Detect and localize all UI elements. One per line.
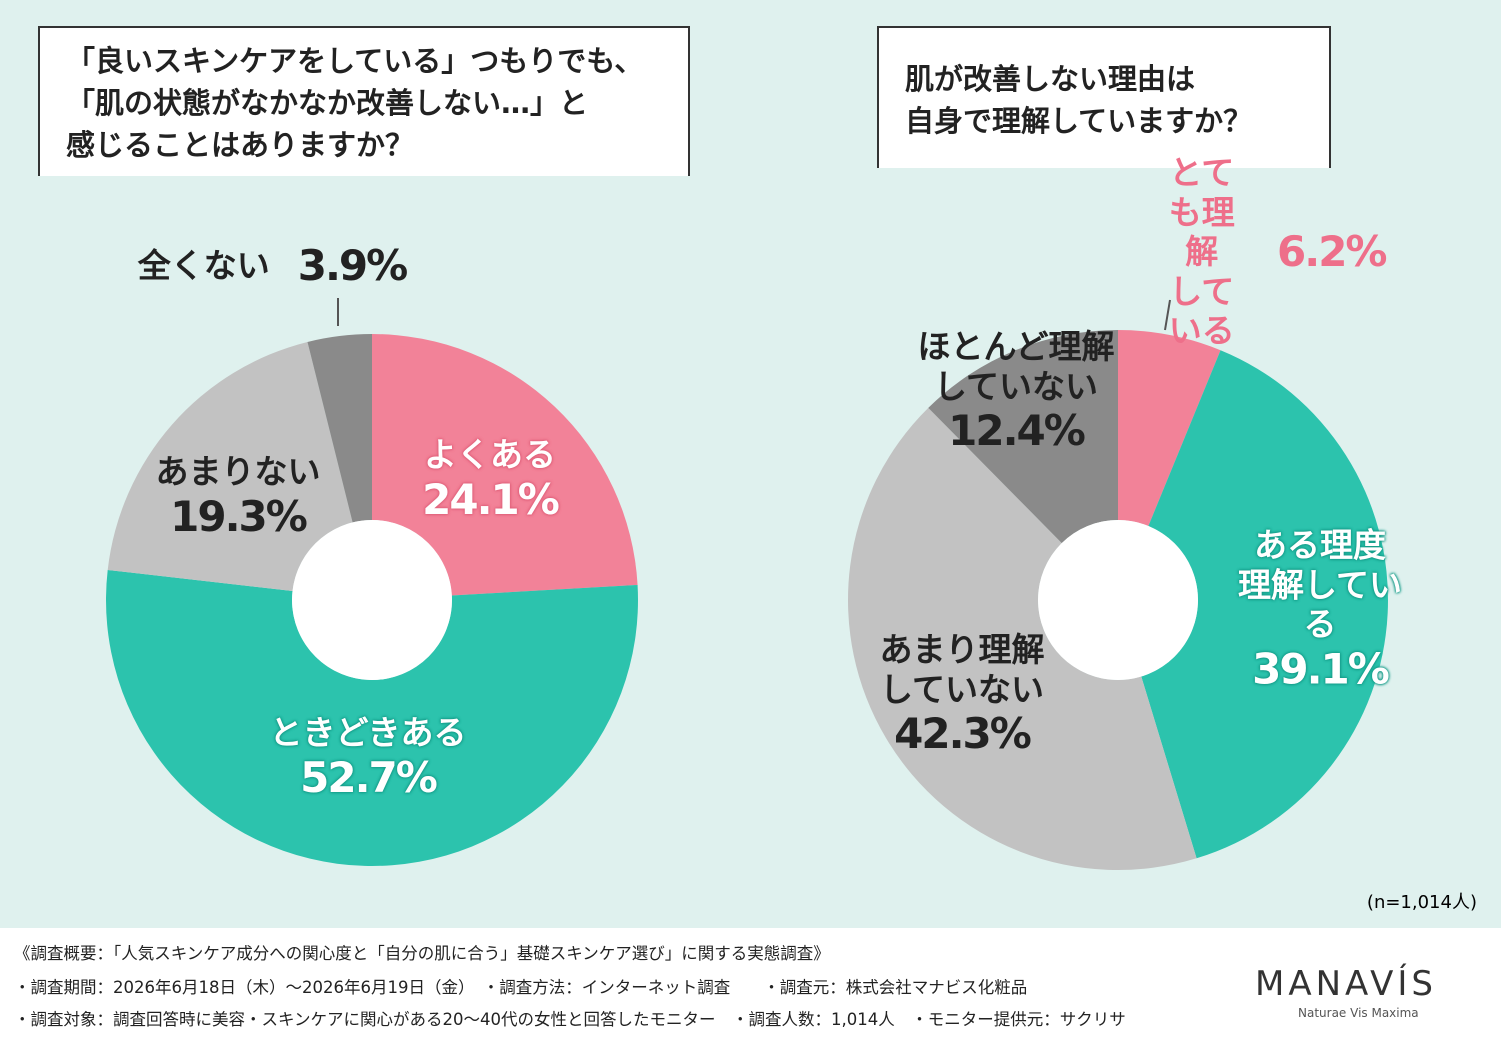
value-label: 19.3% bbox=[170, 491, 308, 541]
value-label: 24.1% bbox=[422, 474, 560, 524]
slice-label: あまりない 19.3% bbox=[156, 452, 321, 542]
slice-label: とても理解 している 6.2% bbox=[1155, 153, 1388, 351]
category-label: あまりない bbox=[155, 452, 321, 492]
leader-line bbox=[1164, 299, 1171, 331]
category-label: ほとんど理解 していない bbox=[917, 327, 1115, 406]
donut-slice bbox=[1141, 350, 1388, 859]
value-label: 52.7% bbox=[300, 752, 438, 802]
sample-note: (n=1,014人) bbox=[1366, 892, 1477, 913]
category-label: よくある bbox=[424, 435, 556, 475]
donut-slice bbox=[928, 330, 1118, 544]
footer: 《調査概要：「人気スキンケア成分への関心度と「自分の肌に合う」基礎スキンケア選び… bbox=[0, 928, 1501, 1048]
chart-title: 肌が改善しない理由は 自身で理解していますか？ bbox=[877, 26, 1331, 168]
donut-slice bbox=[847, 407, 1197, 870]
chart-title: 「良いスキンケアをしている」つもりでも、 「肌の状態がなかなか改善しない…」と … bbox=[38, 26, 690, 176]
slice-label: よくある 24.1% bbox=[422, 435, 560, 525]
value-label: 12.4% bbox=[948, 406, 1086, 456]
donut-hole bbox=[292, 520, 452, 680]
donut-slice bbox=[106, 569, 638, 866]
slice-label: ある理度 理解している 39.1% bbox=[1230, 525, 1411, 694]
category-label: 全くない bbox=[137, 246, 270, 286]
value-label: 3.9% bbox=[297, 240, 408, 290]
donut-slice bbox=[1118, 330, 1221, 526]
logo: MANAVÍS bbox=[1255, 964, 1437, 1004]
category-label: あまり理解 していない bbox=[879, 630, 1045, 709]
slice-label: 全くない 3.9% bbox=[137, 240, 408, 291]
value-label: 6.2% bbox=[1277, 226, 1387, 276]
footer-line: ・調査対象：調査回答時に美容・スキンケアに関心がある20～40代の女性と回答した… bbox=[14, 1010, 1126, 1029]
slice-label: あまり理解 していない 42.3% bbox=[880, 630, 1045, 760]
charts bbox=[106, 298, 1388, 870]
value-label: 42.3% bbox=[894, 709, 1032, 759]
footer-line: ・調査期間：2026年6月18日（木）～2026年6月19日（金） ・調査方法：… bbox=[14, 978, 1028, 997]
footer-heading: 《調査概要：「人気スキンケア成分への関心度と「自分の肌に合う」基礎スキンケア選び… bbox=[14, 944, 830, 963]
category-label: ときどきある bbox=[269, 713, 467, 753]
donut-hole bbox=[1038, 520, 1198, 680]
slice-label: ほとんど理解 していない 12.4% bbox=[917, 327, 1114, 457]
donut-slice bbox=[307, 334, 372, 523]
slice-label: ときどきある 52.7% bbox=[269, 713, 466, 803]
donut-slice bbox=[372, 334, 638, 596]
tagline: Naturae Vis Maxima bbox=[1298, 1006, 1419, 1020]
category-label: とても理解 している bbox=[1168, 153, 1235, 351]
donut-slice bbox=[107, 341, 353, 591]
category-label: ある理度 理解している bbox=[1237, 525, 1402, 644]
value-label: 39.1% bbox=[1252, 644, 1390, 694]
